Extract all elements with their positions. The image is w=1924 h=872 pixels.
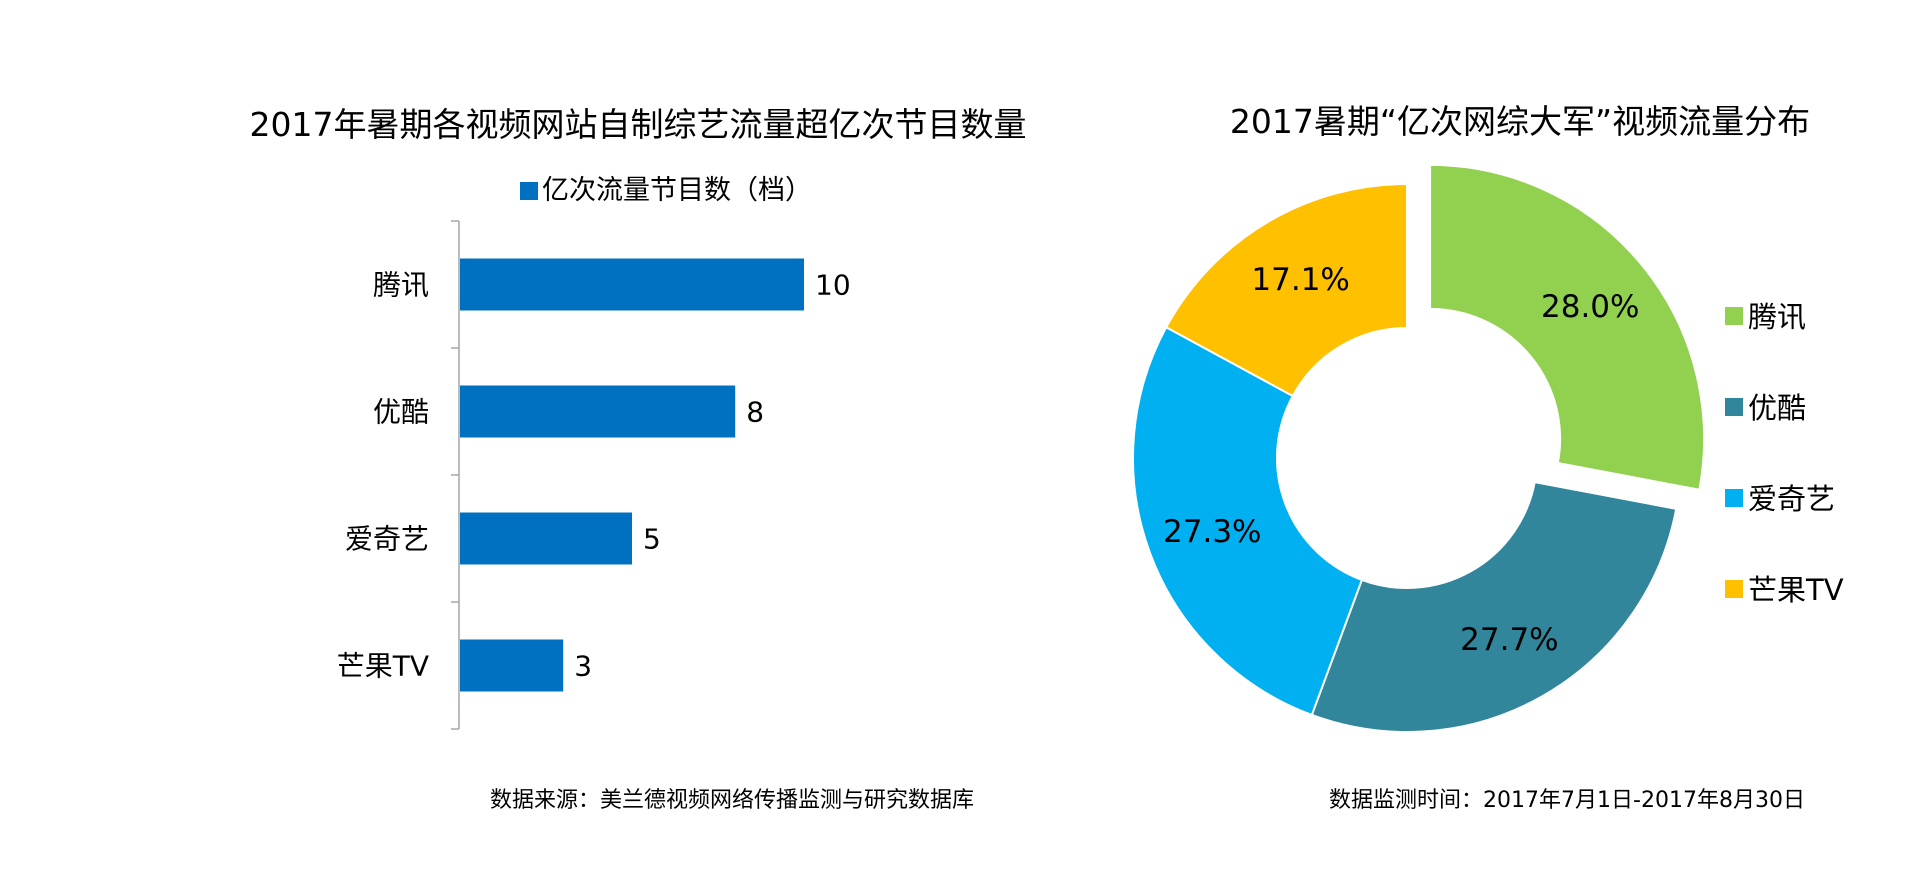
- donut-legend-swatch: [1725, 580, 1743, 598]
- bar: [460, 639, 564, 692]
- bar-category-label: 腾讯: [373, 269, 429, 302]
- donut-chart: 2017暑期“亿次网综大军”视频流量分布 28.0% 27.7% 27.3% 17.1…: [1132, 102, 1844, 733]
- donut-legend-swatch: [1725, 307, 1743, 325]
- bar-value-label: 8: [746, 396, 764, 429]
- bar-value-label: 5: [643, 523, 661, 556]
- donut-legend-label: 芒果TV: [1748, 573, 1844, 607]
- donut-legend-swatch: [1725, 398, 1743, 416]
- donut-slices: [1132, 163, 1706, 733]
- bar-value-label: 3: [574, 650, 592, 683]
- donut-value-label: 17.1%: [1251, 262, 1349, 298]
- donut-data-labels: 28.0% 27.7% 27.3% 17.1%: [1163, 262, 1639, 658]
- bar-legend-swatch: [520, 182, 538, 200]
- bar-legend: 亿次流量节目数（档）: [520, 175, 812, 206]
- donut-slice: [1429, 163, 1706, 491]
- bar-category-label: 优酷: [373, 396, 429, 429]
- bar-legend-label: 亿次流量节目数（档）: [542, 175, 812, 206]
- bar-category-label: 爱奇艺: [345, 523, 429, 556]
- donut-slice: [1164, 182, 1408, 398]
- donut-value-label: 27.3%: [1163, 514, 1261, 550]
- donut-value-label: 27.7%: [1460, 622, 1558, 658]
- donut-slice: [1132, 325, 1364, 717]
- bar-series: 10 8 5 3: [460, 258, 851, 692]
- donut-legend-swatch: [1725, 489, 1743, 507]
- donut-slice: [1310, 480, 1678, 733]
- donut-value-label: 28.0%: [1541, 289, 1639, 325]
- donut-chart-title: 2017暑期“亿次网综大军”视频流量分布: [1230, 102, 1810, 141]
- bar-chart: 2017年暑期各视频网站自制综艺流量超亿次节目数量 亿次流量节目数（档） 腾讯优…: [250, 105, 1027, 730]
- source-note: 数据来源：美兰德视频网络传播监测与研究数据库: [490, 788, 974, 813]
- bar-value-label: 10: [815, 269, 851, 302]
- donut-legend-label: 优酷: [1748, 391, 1806, 425]
- bar-chart-title: 2017年暑期各视频网站自制综艺流量超亿次节目数量: [250, 105, 1027, 144]
- bar-category-label: 芒果TV: [337, 650, 429, 683]
- donut-legend-label: 爱奇艺: [1748, 482, 1835, 516]
- bar: [460, 512, 632, 565]
- donut-legend-label: 腾讯: [1748, 300, 1806, 334]
- bar: [460, 385, 736, 438]
- bar: [460, 258, 804, 311]
- monitoring-period-note: 数据监测时间：2017年7月1日-2017年8月30日: [1329, 788, 1805, 813]
